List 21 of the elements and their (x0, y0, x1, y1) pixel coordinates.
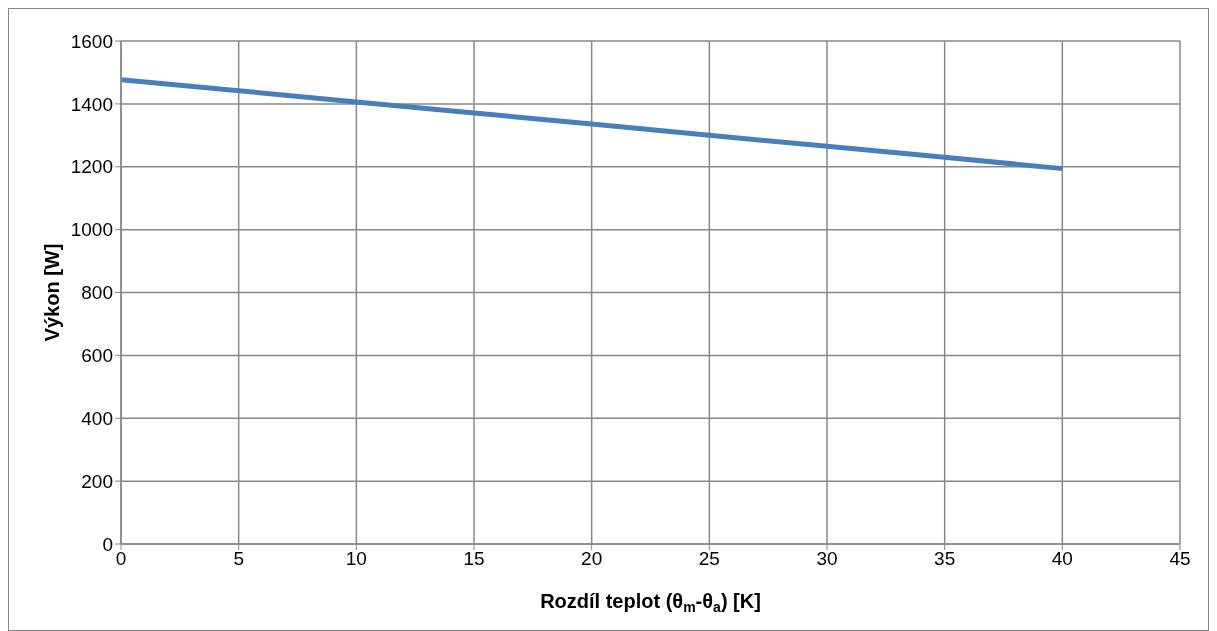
y-tick-label: 1000 (70, 219, 113, 241)
x-tick-label: 25 (698, 548, 720, 570)
y-axis-title: Výkon [W] (41, 243, 63, 342)
x-tick-label: 5 (233, 548, 244, 570)
y-tick-label: 400 (81, 407, 113, 429)
y-tick-label: 1200 (70, 156, 113, 178)
y-tick-label: 1400 (70, 93, 113, 115)
y-tick-label: 600 (81, 345, 113, 367)
x-tick-label: 35 (934, 548, 956, 570)
y-tick-label: 200 (81, 470, 113, 492)
x-tick-label: 45 (1169, 548, 1191, 570)
x-tick-label: 10 (345, 548, 367, 570)
y-tick-label: 1600 (70, 30, 113, 52)
x-tick-label: 30 (816, 548, 838, 570)
x-tick-label: 20 (581, 548, 603, 570)
x-axis-title: Rozdíl teplot (θ$_{m}$-θ$_{a}$) [K] (540, 590, 761, 615)
x-tick-label: 0 (115, 548, 127, 570)
y-tick-label: 800 (81, 282, 113, 304)
x-tick-label: 15 (463, 548, 485, 570)
y-tick-label: 0 (102, 533, 113, 555)
x-tick-label: 40 (1051, 548, 1073, 570)
